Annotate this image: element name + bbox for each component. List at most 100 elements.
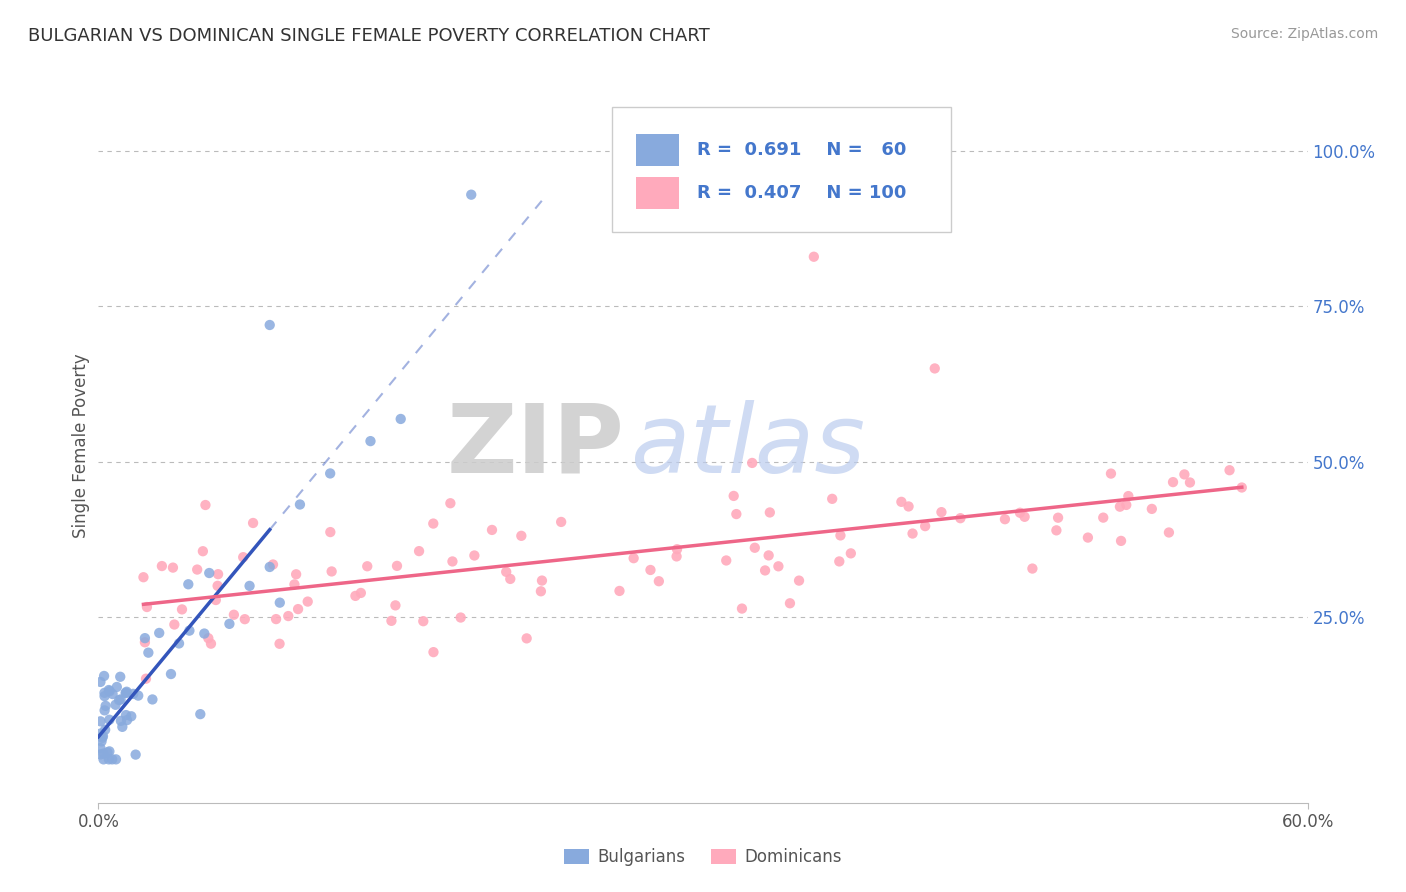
Point [93,689,115,703]
Point [350,586,373,600]
Point [105,680,128,694]
Point [924,361,946,376]
Point [754,564,776,578]
Point [200,637,222,651]
Point [516,632,538,646]
Point [759,505,782,519]
Point [93,747,115,761]
Point [779,596,801,610]
Point [259,560,281,574]
Point [481,523,503,537]
Point [1173,467,1195,482]
Point [723,489,745,503]
Point [89,726,111,740]
Point [115,684,138,698]
Point [1014,509,1036,524]
Point [499,572,522,586]
Point [1218,463,1240,477]
Point [160,667,183,681]
Point [207,567,229,582]
Point [495,565,517,579]
Point [101,687,124,701]
Point [288,498,311,512]
Point [98,713,121,727]
Text: ZIP: ZIP [447,400,624,492]
Point [1092,510,1115,524]
Point [422,645,444,659]
Point [135,672,157,686]
Point [98,744,121,758]
Point [188,707,211,722]
Point [277,609,299,624]
Point [134,635,156,649]
Point [1008,506,1031,520]
Point [441,554,464,568]
Point [89,674,111,689]
Text: Source: ZipAtlas.com: Source: ZipAtlas.com [1230,27,1378,41]
Point [716,553,738,567]
Point [319,525,342,540]
Point [96,745,118,759]
Point [648,574,671,589]
Point [93,686,115,700]
Point [389,412,412,426]
Point [204,593,226,607]
Point [1118,489,1140,503]
Point [803,250,825,264]
Point [901,526,924,541]
Point [127,689,149,703]
Point [115,713,138,727]
Point [148,626,170,640]
Point [186,563,208,577]
Point [931,505,953,519]
Point [93,752,115,766]
Point [460,187,482,202]
Point [821,491,844,506]
Point [162,560,184,574]
Point [197,631,219,645]
Point [744,541,766,555]
Point [170,602,193,616]
Point [731,601,754,615]
Point [194,498,217,512]
Point [134,631,156,645]
Point [262,558,284,572]
Point [665,549,688,564]
Point [994,512,1017,526]
Point [550,515,572,529]
Point [122,687,145,701]
Point [344,589,367,603]
Point [104,698,127,712]
Point [1178,475,1201,490]
Point [177,577,200,591]
Point [609,583,631,598]
Point [110,692,132,706]
Text: R =  0.691    N =   60: R = 0.691 N = 60 [697,141,907,159]
Point [666,542,689,557]
Point [191,544,214,558]
Point [120,709,142,723]
Point [93,703,115,717]
Point [89,741,111,756]
Y-axis label: Single Female Poverty: Single Female Poverty [72,354,90,538]
Point [90,734,112,748]
Point [463,549,485,563]
Point [264,612,287,626]
FancyBboxPatch shape [613,107,950,232]
Text: BULGARIAN VS DOMINICAN SINGLE FEMALE POVERTY CORRELATION CHART: BULGARIAN VS DOMINICAN SINGLE FEMALE POV… [28,27,710,45]
Point [232,550,254,565]
Point [1047,510,1070,524]
Point [1109,500,1132,514]
Point [138,646,160,660]
Point [93,669,115,683]
Point [233,612,256,626]
Point [218,616,240,631]
Point [914,519,936,533]
Point [115,708,138,723]
Text: R =  0.407    N = 100: R = 0.407 N = 100 [697,184,907,202]
Point [287,602,309,616]
Point [136,600,159,615]
Point [167,636,190,650]
Point [89,714,111,729]
Point [111,720,134,734]
